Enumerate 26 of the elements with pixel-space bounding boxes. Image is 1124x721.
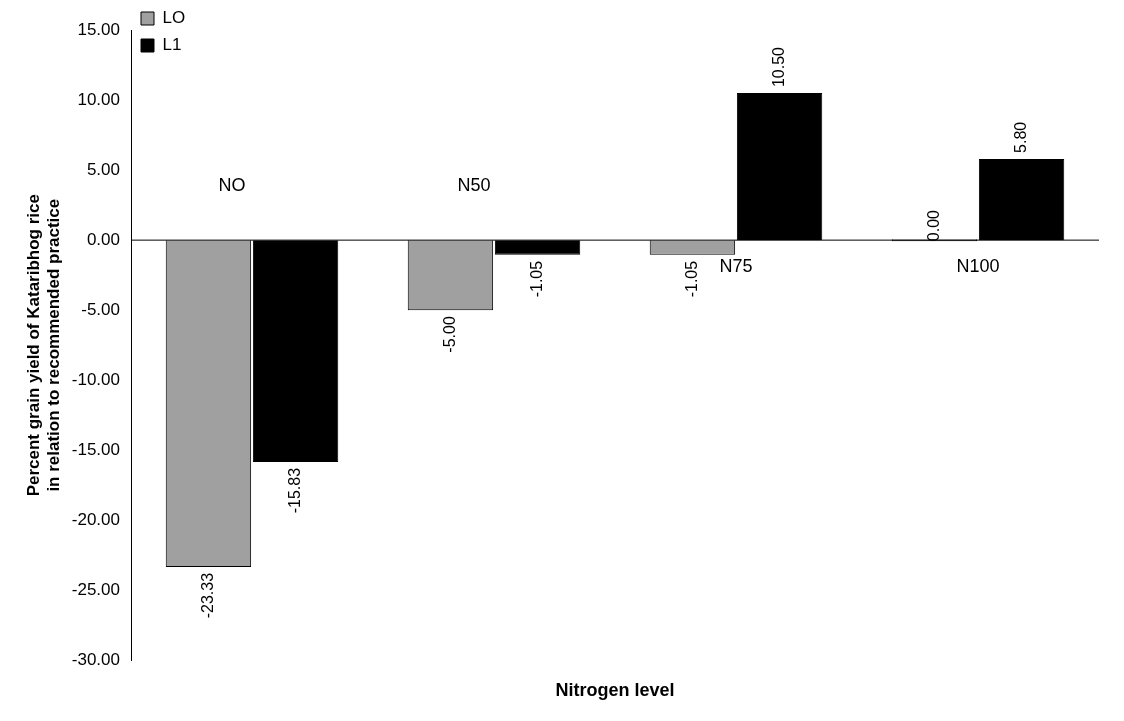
data-label: -23.33 [198, 572, 216, 619]
data-label: -1.05 [682, 260, 700, 298]
legend-label: L1 [162, 35, 182, 55]
y-tick-label: -25.00 [71, 580, 120, 600]
legend-label: LO [162, 8, 186, 28]
y-tick-label: 0.00 [86, 229, 120, 249]
x-tick-label: N50 [457, 175, 491, 196]
y-tick-label: -30.00 [71, 650, 120, 670]
data-label: 10.50 [769, 46, 787, 88]
data-label: 5.80 [1011, 121, 1029, 153]
data-label: -15.83 [285, 467, 303, 514]
data-label: -5.00 [440, 316, 458, 353]
y-tick-label: -5.00 [81, 299, 120, 319]
y-axis-title: Percent grain yield of Kataribhog rice in relation to recommended practice [23, 194, 64, 497]
y-tick-label: 5.00 [86, 159, 120, 179]
y-tick-label: -20.00 [71, 510, 120, 529]
y-tick-label: 10.00 [77, 89, 120, 109]
y-tick-label: -15.00 [71, 439, 120, 459]
y-tick-label: -10.00 [71, 369, 120, 389]
x-tick-label: N75 [719, 256, 753, 277]
y-tick-label: 15.00 [77, 19, 120, 39]
x-axis-title: Nitrogen level [555, 680, 675, 701]
x-tick-label: NO [218, 175, 246, 196]
data-label: -1.05 [527, 260, 545, 298]
data-label: 0.00 [924, 209, 942, 242]
x-tick-label: N100 [956, 256, 1000, 277]
